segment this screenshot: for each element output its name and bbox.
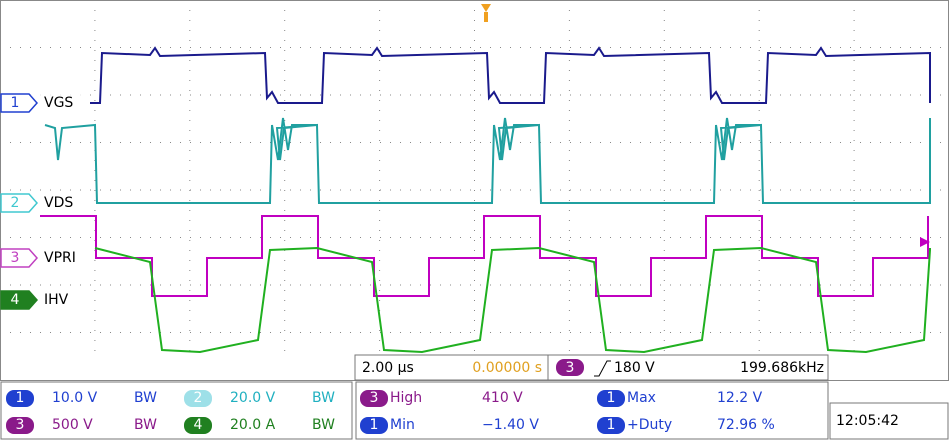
channel-marker	[0, 290, 39, 310]
waveforms	[40, 46, 931, 354]
channel-badge-number: 1	[607, 417, 616, 433]
channel-markers: 1 VGS 2 VDS 3 VPRI 4 IHV	[0, 93, 84, 310]
channel-label-bg	[40, 291, 84, 309]
trigger-source: 3	[566, 360, 575, 376]
measurement-name: Min	[390, 417, 415, 433]
timebase-delay: 0.00000 s	[472, 360, 542, 376]
vertical-scale: 20.0 A	[230, 417, 276, 433]
vgs-trace	[90, 46, 931, 104]
clock-box	[829, 402, 949, 440]
trigger-frequency: 199.686kHz	[740, 360, 824, 376]
measurement-value: 410 V	[482, 390, 523, 406]
channel-badge-number: 4	[194, 417, 203, 433]
vertical-scale: 20.0 V	[230, 390, 276, 406]
channel-number: 3	[11, 250, 20, 266]
vertical-scale: 10.0 V	[52, 390, 98, 406]
channel-badge	[184, 417, 212, 434]
vds-trace	[44, 117, 931, 204]
channel-badge	[360, 417, 388, 434]
trigger-position-marker	[481, 4, 491, 22]
channel-number: 1	[11, 95, 20, 111]
channel-badge-number: 3	[370, 390, 379, 406]
trigger-level-marker	[920, 237, 930, 247]
measurement-name: +Duty	[627, 417, 672, 433]
channel-badge	[597, 390, 625, 407]
channel-badge-number: 1	[607, 390, 616, 406]
graticule	[0, 0, 949, 381]
timebase-scale: 2.00 µs	[362, 360, 414, 376]
measurement-value: −1.40 V	[482, 417, 539, 433]
channel-label: VDS	[44, 195, 73, 211]
measurement-panel	[355, 381, 829, 440]
readouts: 1 10.0 V BW 2 20.0 V BW 3 500 V BW 4 20.0 A BW 3 High…	[6, 390, 775, 434]
bandwidth-limit: BW	[134, 417, 157, 433]
bandwidth-limit: BW	[312, 417, 335, 433]
channel-badge	[184, 390, 212, 407]
channel-badge-number: 3	[16, 417, 25, 433]
channel-badge-number: 2	[194, 390, 203, 406]
channel-badge-number: 1	[16, 390, 25, 406]
vertical-scale: 500 V	[52, 417, 93, 433]
channel-badge	[6, 417, 34, 434]
measurement-name: Max	[627, 390, 656, 406]
channel-label: VGS	[44, 95, 73, 111]
channel-label-bg	[40, 94, 84, 112]
trigger-level: 180 V	[614, 360, 655, 376]
measurement-value: 72.96 %	[717, 417, 775, 433]
trigger-box	[547, 354, 829, 381]
trigger-source-badge	[556, 359, 584, 376]
channel-badge	[360, 390, 388, 407]
channel-label-bg	[40, 194, 84, 212]
trigger-slope-icon	[594, 360, 611, 377]
channel-marker	[0, 93, 39, 113]
clock: 12:05:42	[836, 413, 899, 429]
channel-label: IHV	[44, 292, 69, 308]
channel-number: 2	[11, 195, 20, 211]
measurement-name: High	[390, 390, 422, 406]
channel-marker	[0, 248, 39, 268]
bandwidth-limit: BW	[134, 390, 157, 406]
channel-number: 4	[11, 292, 20, 308]
channel-marker	[0, 193, 39, 213]
channel-label-bg	[40, 249, 84, 267]
channel-badge-number: 1	[370, 417, 379, 433]
ihv-trace	[94, 246, 931, 354]
vertical-panel	[0, 381, 353, 440]
bandwidth-limit: BW	[312, 390, 335, 406]
channel-badge	[597, 417, 625, 434]
channel-badge	[6, 390, 34, 407]
measurement-value: 12.2 V	[717, 390, 763, 406]
channel-label: VPRI	[44, 250, 76, 266]
